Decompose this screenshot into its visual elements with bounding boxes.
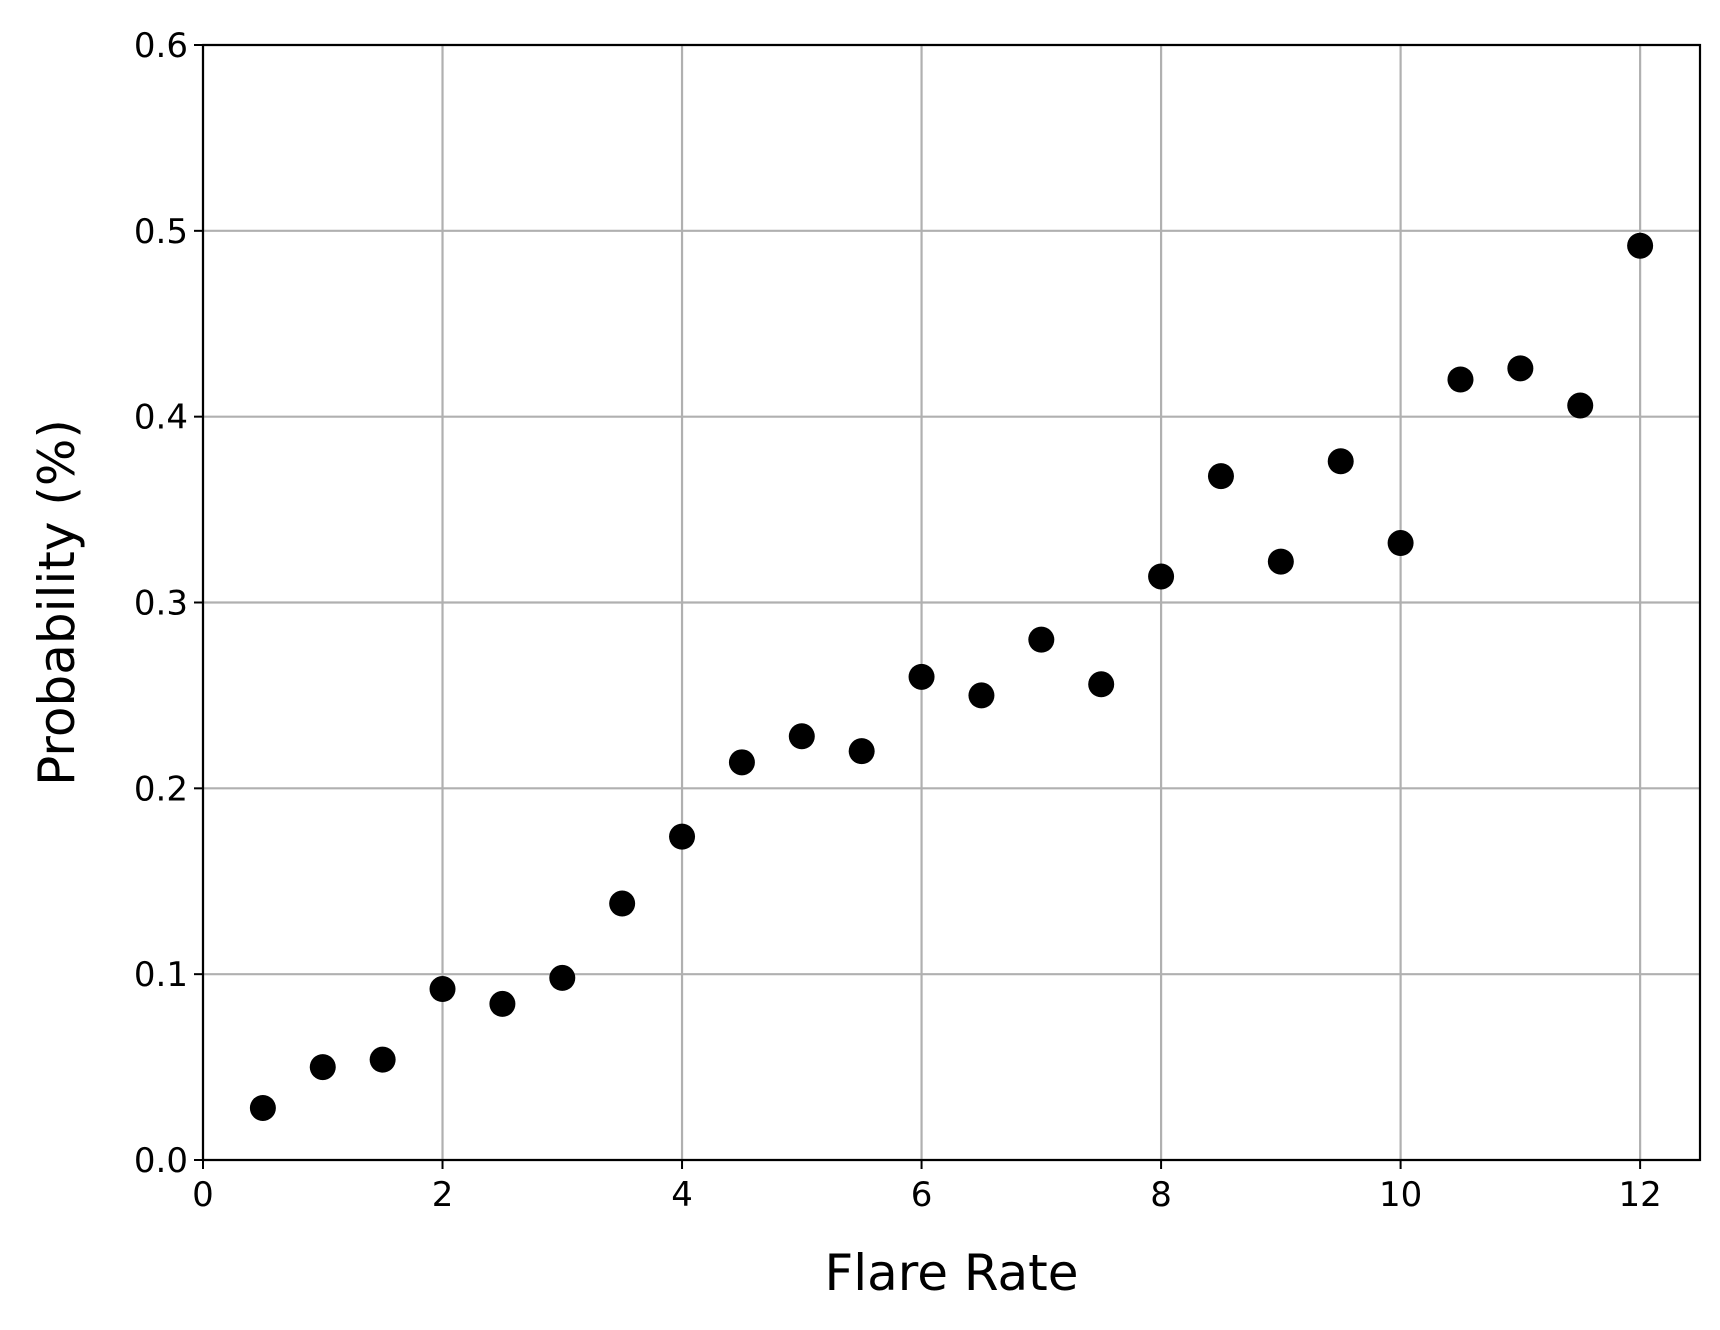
data-point xyxy=(1088,671,1115,698)
x-axis-title: Flare Rate xyxy=(824,1244,1078,1302)
data-point xyxy=(1447,366,1474,393)
data-point xyxy=(1507,355,1534,382)
data-point xyxy=(1267,548,1294,575)
x-tick-label: 10 xyxy=(1379,1175,1422,1215)
data-point xyxy=(669,823,696,850)
data-point xyxy=(549,964,576,991)
data-point xyxy=(309,1054,336,1081)
data-points xyxy=(249,232,1654,1121)
data-point xyxy=(609,890,636,917)
x-tick-label: 0 xyxy=(192,1175,214,1215)
x-tick-label: 6 xyxy=(911,1175,933,1215)
x-tick-label: 4 xyxy=(671,1175,693,1215)
data-point xyxy=(1028,626,1055,653)
data-point xyxy=(788,723,815,750)
data-point xyxy=(489,990,516,1017)
data-point xyxy=(1627,232,1654,259)
data-point xyxy=(968,682,995,709)
y-tick-label: 0.0 xyxy=(134,1141,188,1181)
y-tick-label: 0.1 xyxy=(134,955,188,995)
y-axis-title: Probability (%) xyxy=(28,419,86,786)
x-tick-label: 8 xyxy=(1150,1175,1172,1215)
data-point xyxy=(728,749,755,776)
data-point xyxy=(908,663,935,690)
y-tick-label: 0.4 xyxy=(134,398,188,438)
x-tick-label: 2 xyxy=(432,1175,454,1215)
data-point xyxy=(1327,448,1354,475)
y-tick-label: 0.6 xyxy=(134,26,188,66)
data-point xyxy=(1387,530,1414,557)
data-point xyxy=(1148,563,1175,590)
data-point xyxy=(848,738,875,765)
x-tick-label: 12 xyxy=(1618,1175,1661,1215)
axis-ticks: 0 2 4 6 8 10 12 0.0 0.1 0.2 0.3 0.4 0.5 0.6 xyxy=(134,26,1662,1215)
data-point xyxy=(369,1046,396,1073)
y-tick-label: 0.3 xyxy=(134,584,188,624)
y-tick-label: 0.2 xyxy=(134,769,188,809)
y-tick-label: 0.5 xyxy=(134,212,188,252)
data-point xyxy=(429,976,456,1003)
data-point xyxy=(1207,463,1234,490)
data-point xyxy=(249,1094,276,1121)
data-point xyxy=(1567,392,1594,419)
